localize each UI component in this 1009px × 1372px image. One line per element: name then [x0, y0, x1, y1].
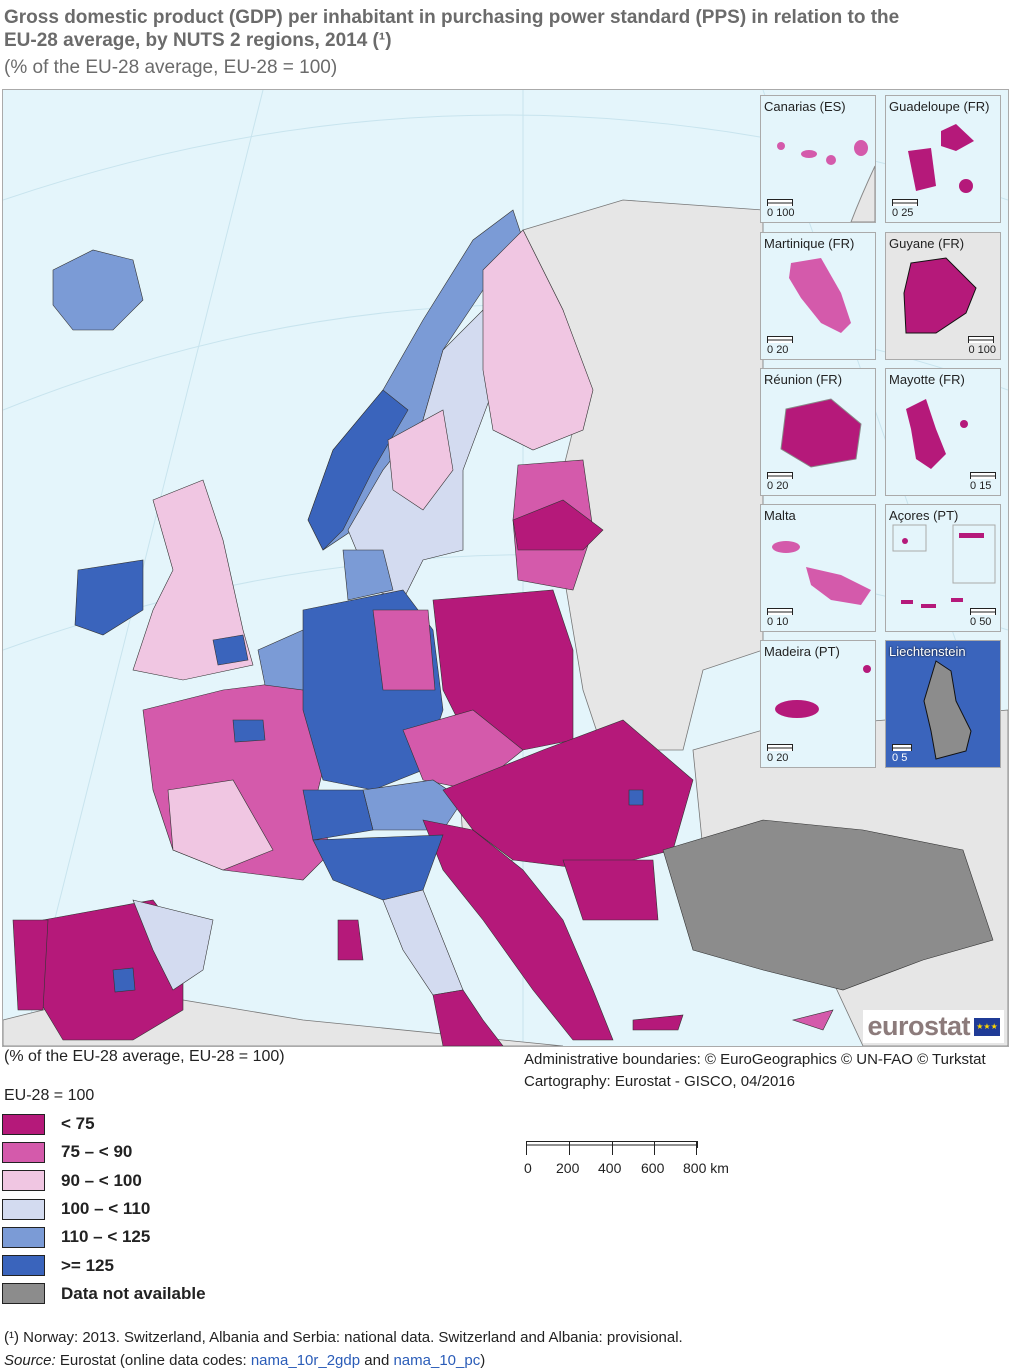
legend-item: >= 125 — [2, 1251, 206, 1279]
region-ireland — [74, 559, 144, 636]
inset-label: Mayotte (FR) — [889, 372, 965, 387]
region-turkey — [662, 819, 994, 991]
legend-swatch — [2, 1226, 45, 1248]
region-crete — [632, 1014, 684, 1031]
inset-scale: 0 50 — [970, 608, 996, 628]
legend-item: 90 – < 100 — [2, 1167, 206, 1195]
region-london — [212, 634, 249, 666]
europe-map — [3, 90, 1008, 1046]
region-madrid — [112, 967, 136, 993]
inset-label: Martinique (FR) — [764, 236, 855, 251]
region-spain-north — [132, 899, 214, 991]
inset-reunion: Réunion (FR) 0 20 — [760, 368, 876, 496]
legend-swatch — [2, 1255, 45, 1277]
region-denmark — [342, 549, 394, 601]
region-lithuania — [512, 499, 604, 551]
region-paris — [232, 719, 266, 743]
legend-item: 75 – < 90 — [2, 1138, 206, 1166]
footnotes: (¹) Norway: 2013. Switzerland, Albania a… — [4, 1326, 683, 1372]
inset-mayotte: Mayotte (FR) 0 15 — [885, 368, 1001, 496]
inset-guyane: Guyane (FR) 0 100 — [885, 232, 1001, 360]
region-balkans — [422, 819, 614, 1041]
link-nama-10-pc[interactable]: nama_10_pc — [393, 1352, 481, 1369]
link-nama-10r-2gdp[interactable]: nama_10r_2gdp — [250, 1352, 361, 1369]
inset-scale: 0 25 — [892, 199, 918, 219]
nuts2-regions — [12, 209, 994, 1046]
region-bucharest — [628, 789, 644, 806]
inset-canarias: Canarias (ES) 0 100 — [760, 95, 876, 223]
credits-cartography: Cartography: Eurostat - GISCO, 04/2016 — [524, 1073, 795, 1090]
region-sweden-north — [387, 409, 454, 511]
region-france-south — [167, 779, 274, 871]
region-bulgaria — [562, 859, 659, 921]
inset-label: Liechtenstein — [889, 644, 966, 659]
legend-item: < 75 — [2, 1110, 206, 1138]
legend-swatch — [2, 1141, 45, 1163]
region-italy-centre — [382, 889, 464, 996]
legend-item: 110 – < 125 — [2, 1223, 206, 1251]
choropleth-map: Canarias (ES) 0 100 Guadeloupe (FR) 0 25… — [2, 89, 1009, 1047]
legend-swatch — [2, 1283, 45, 1305]
inset-acores: Açores (PT) 0 50 — [885, 504, 1001, 632]
credits-boundaries: Administrative boundaries: © EuroGeograp… — [524, 1051, 986, 1068]
inset-scale: 0 15 — [970, 472, 996, 492]
inset-scale: 0 20 — [767, 336, 793, 356]
region-iceland — [52, 249, 144, 331]
inset-scale: 0 20 — [767, 744, 793, 764]
region-finland — [482, 229, 594, 451]
footnote: (¹) Norway: 2013. Switzerland, Albania a… — [4, 1329, 683, 1346]
legend-swatch — [2, 1113, 45, 1135]
region-poland — [432, 589, 574, 751]
inset-scale: 0 100 — [968, 336, 996, 356]
inset-label: Guadeloupe (FR) — [889, 99, 990, 114]
inset-label: Réunion (FR) — [764, 372, 843, 387]
region-italy-south — [432, 989, 504, 1046]
map-title: Gross domestic product (GDP) per inhabit… — [4, 7, 900, 51]
legend-title: EU-28 = 100 — [4, 1087, 95, 1104]
region-uk — [132, 479, 254, 681]
eu-flag-icon: ★★★ — [974, 1017, 1000, 1036]
legend-item: Data not available — [2, 1280, 206, 1308]
inset-malta: Malta 0 10 — [760, 504, 876, 632]
legend-item: 100 – < 110 — [2, 1195, 206, 1223]
region-cyprus — [791, 1009, 834, 1031]
legend-unit: (% of the EU-28 average, EU-28 = 100) — [4, 1048, 285, 1065]
inset-martinique: Martinique (FR) 0 20 — [760, 232, 876, 360]
inset-guadeloupe: Guadeloupe (FR) 0 25 — [885, 95, 1001, 223]
inset-scale: 0 10 — [767, 608, 793, 628]
region-italy-north — [312, 834, 444, 901]
map-subtitle: (% of the EU-28 average, EU-28 = 100) — [4, 57, 338, 78]
credits: Administrative boundaries: © EuroGeograp… — [524, 1049, 986, 1093]
inset-liechtenstein: Liechtenstein 0 5 — [885, 640, 1001, 768]
inset-madeira: Madeira (PT) 0 20 — [760, 640, 876, 768]
region-portugal — [12, 919, 49, 1011]
legend-swatch — [2, 1170, 45, 1192]
region-germany-east — [372, 609, 436, 691]
inset-label: Canarias (ES) — [764, 99, 846, 114]
inset-scale: 0 100 — [767, 199, 795, 219]
region-sardinia — [337, 919, 364, 961]
inset-label: Malta — [764, 508, 796, 523]
scale-bar: 0 200 400 600 800 km — [524, 1141, 786, 1178]
inset-label: Madeira (PT) — [764, 644, 840, 659]
legend-swatch — [2, 1198, 45, 1220]
inset-scale: 0 20 — [767, 472, 793, 492]
eurostat-logo: eurostat ★★★ — [863, 1010, 1004, 1043]
region-switzerland — [302, 789, 374, 841]
inset-label: Guyane (FR) — [889, 236, 965, 251]
legend: < 75 75 – < 90 90 – < 100 100 – < 110 11… — [2, 1110, 206, 1308]
inset-scale: 0 5 — [892, 744, 912, 764]
inset-label: Açores (PT) — [889, 508, 959, 523]
source-line: Source: Eurostat (online data codes: nam… — [4, 1352, 486, 1369]
